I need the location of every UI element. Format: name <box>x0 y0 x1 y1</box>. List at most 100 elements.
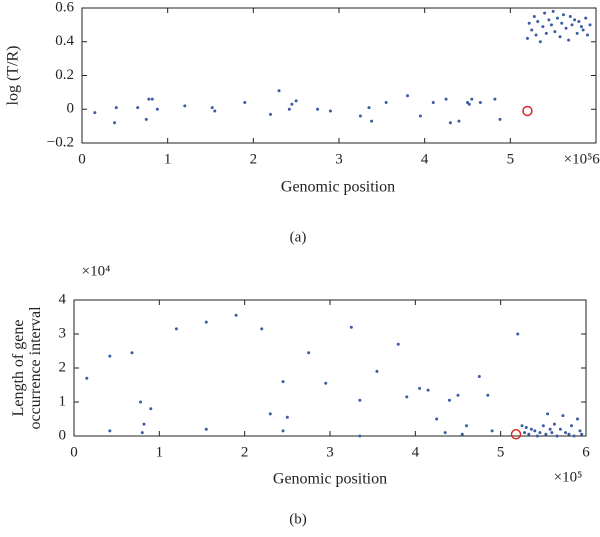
point <box>470 97 474 101</box>
x-tick-label: 4 <box>421 151 429 167</box>
point <box>573 18 577 22</box>
point <box>204 320 208 324</box>
x-tick-label: 4 <box>412 444 420 460</box>
point <box>243 101 247 104</box>
point <box>147 97 151 101</box>
y-axis-label: occurrence interval <box>27 306 44 430</box>
point <box>555 16 559 20</box>
y-axis-label: log (T/R) <box>5 46 22 106</box>
point <box>108 429 112 433</box>
point <box>418 114 422 118</box>
point <box>549 23 553 27</box>
point <box>585 33 589 37</box>
point <box>477 375 481 378</box>
point <box>136 106 140 110</box>
highlight-point <box>522 105 533 117</box>
y-tick-label: 0.4 <box>55 33 74 49</box>
point <box>370 119 374 123</box>
point <box>579 25 583 29</box>
point <box>144 117 148 121</box>
point <box>550 431 554 435</box>
point <box>418 386 422 390</box>
point <box>575 31 579 35</box>
point <box>375 369 379 373</box>
point <box>268 112 272 116</box>
point <box>213 109 217 113</box>
point <box>467 102 471 106</box>
point <box>328 109 332 113</box>
point <box>498 117 502 121</box>
point <box>405 395 409 399</box>
point <box>575 417 579 421</box>
point <box>285 415 289 419</box>
point <box>444 97 448 101</box>
y-tick-label: 0 <box>59 427 67 443</box>
point <box>558 427 562 431</box>
point <box>564 431 568 435</box>
y-tick-label: 0.2 <box>55 67 74 83</box>
point <box>447 398 451 402</box>
plot-frame <box>73 299 587 437</box>
point <box>564 26 568 30</box>
point <box>551 9 555 13</box>
caption: (b) <box>289 511 307 527</box>
y-tick-label: 3 <box>59 325 67 341</box>
point <box>535 434 539 438</box>
point <box>567 38 571 42</box>
point <box>93 111 97 115</box>
point <box>530 28 534 32</box>
point <box>544 31 548 35</box>
point <box>580 432 584 436</box>
x-tick-label: 5 <box>497 444 505 460</box>
y-multiplier: ×10⁴ <box>82 263 111 279</box>
point <box>396 342 400 346</box>
point <box>569 424 573 428</box>
point <box>577 20 581 23</box>
point <box>527 21 531 25</box>
point <box>349 325 353 329</box>
point <box>478 101 482 104</box>
x-tick-label: 6 <box>592 151 600 167</box>
point <box>114 106 118 110</box>
point <box>529 427 533 431</box>
point <box>532 14 536 18</box>
x-tick-label: 3 <box>335 151 343 167</box>
point <box>281 380 285 384</box>
point <box>584 16 588 20</box>
point <box>572 434 576 438</box>
x-tick-label: 1 <box>164 151 172 167</box>
x-axis-label: Genomic position <box>273 471 387 488</box>
point <box>443 431 447 435</box>
point <box>316 107 320 111</box>
point <box>426 388 430 392</box>
point <box>465 424 469 428</box>
point <box>548 427 552 431</box>
point <box>555 434 559 438</box>
point <box>268 412 272 416</box>
point <box>523 431 527 435</box>
point <box>544 432 548 436</box>
x-tick-label: 6 <box>582 444 590 460</box>
point <box>174 327 178 331</box>
x-tick-label: 0 <box>70 444 78 460</box>
point <box>546 412 550 416</box>
point <box>324 381 328 385</box>
point <box>527 432 531 436</box>
x-tick-label: 3 <box>326 444 334 460</box>
point <box>108 354 112 358</box>
point <box>525 36 529 40</box>
point <box>431 101 435 104</box>
point <box>538 40 542 44</box>
point <box>367 106 371 110</box>
point <box>113 121 117 125</box>
point <box>581 28 585 32</box>
point <box>541 25 545 29</box>
point <box>534 33 538 37</box>
point <box>277 89 281 93</box>
point <box>570 23 574 27</box>
point <box>560 21 564 25</box>
y-tick-label: 2 <box>59 359 67 375</box>
y-axis-label: Length of gene <box>10 320 27 417</box>
